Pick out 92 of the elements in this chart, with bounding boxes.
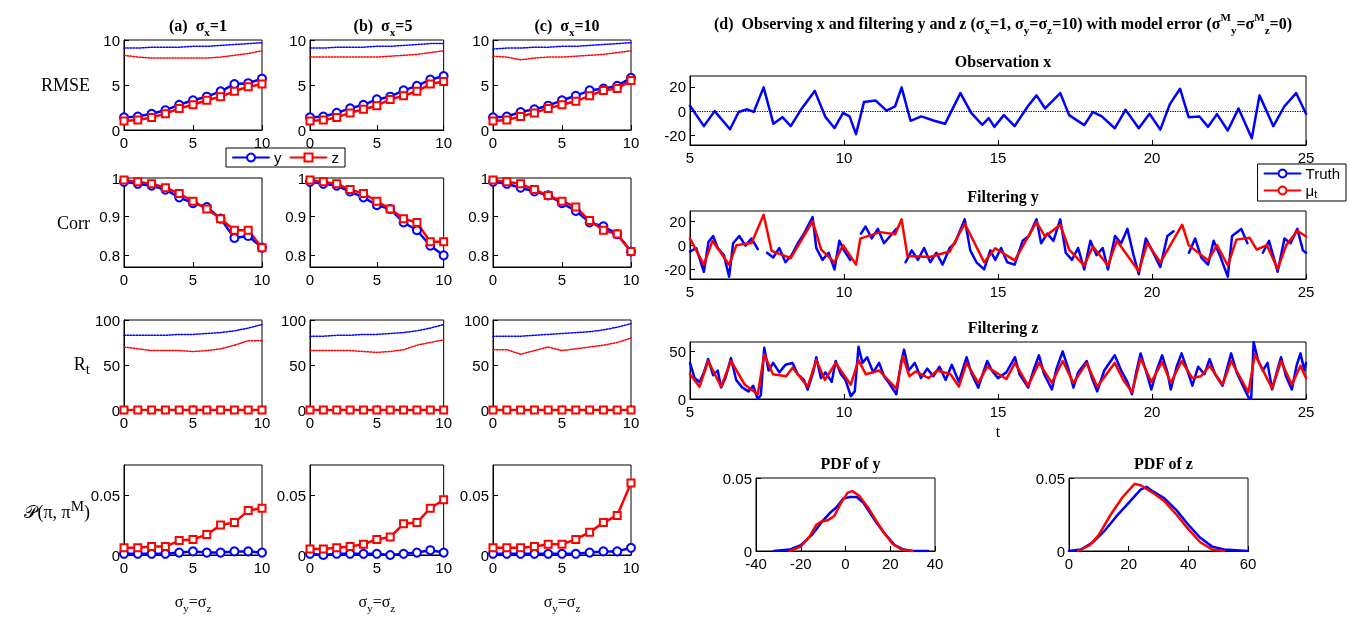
y-tick-label: 0.05 [276, 486, 306, 504]
x-tick-label: 5 [372, 414, 381, 431]
y-axis-title: R$_{t}$ [73, 353, 90, 379]
y-tick-label: 1 [111, 169, 120, 187]
x-tick-label: 20 [881, 555, 899, 572]
x-tick-label: 5 [372, 271, 381, 288]
legend-label: Truth [1305, 165, 1340, 182]
x-tick-label: 5 [188, 414, 198, 431]
y-tick-label: 0 [297, 121, 306, 139]
x-tick-label: 10 [835, 149, 853, 166]
y-tick-label: 10 [472, 31, 489, 49]
legend-label: μt [1305, 182, 1318, 200]
y-tick-label: 10 [103, 31, 120, 49]
x-tick-label: 25 [1297, 283, 1315, 300]
x-tick-label: 20 [1143, 149, 1161, 166]
x-tick-label: 10 [253, 134, 271, 151]
y-tick-label: 0 [677, 390, 686, 408]
x-tick-label: 10 [253, 414, 271, 431]
x-tick-label: 10 [835, 403, 853, 420]
y-tick-label: 50 [289, 356, 306, 374]
y-tick-label: 0 [677, 102, 686, 120]
y-tick-label: 0.9 [468, 208, 489, 226]
x-tick-label: 10 [435, 414, 452, 431]
y-tick-label: 0.05 [459, 486, 489, 504]
y-tick-label: 0.8 [99, 246, 120, 264]
legend-label: z [331, 149, 339, 166]
y-tick-label: 50 [669, 343, 686, 360]
x-tick-label: 5 [372, 559, 381, 576]
x-tick-label: 0 [841, 555, 850, 572]
y-tick-label: 1 [297, 169, 306, 187]
x-tick-label: 10 [253, 559, 271, 576]
x-tick-label: 20 [1143, 403, 1161, 420]
x-tick-label: 5 [557, 271, 567, 288]
x-tick-label: 40 [1179, 555, 1197, 572]
x-tick-label: 15 [989, 403, 1007, 420]
y-axis-title: RMSE [40, 74, 90, 96]
chart-title: Filtering y [967, 187, 1039, 206]
y-tick-label: 0.9 [99, 208, 120, 226]
y-tick-label: 20 [669, 78, 686, 96]
x-tick-label: 15 [989, 283, 1007, 300]
x-tick-label: 15 [989, 149, 1007, 166]
chart-title: PDF of z [1134, 454, 1193, 472]
x-tick-label: 5 [372, 134, 381, 151]
x-tick-label: 10 [622, 559, 640, 576]
x-tick-label: 20 [1120, 555, 1138, 572]
y-axis-title: Corr [57, 212, 90, 233]
y-tick-label: 0.8 [285, 246, 306, 264]
x-tick-label: 10 [835, 283, 853, 300]
y-tick-label: 0.05 [722, 469, 752, 487]
y-tick-label: 0.05 [90, 486, 120, 504]
x-tick-label: 10 [435, 271, 452, 288]
y-tick-label: 0.9 [285, 208, 306, 226]
y-tick-label: 20 [669, 213, 686, 231]
x-tick-label: 10 [435, 559, 452, 576]
y-tick-label: 100 [280, 311, 306, 329]
x-tick-label: 20 [1143, 283, 1161, 300]
x-axis-title: t [995, 422, 1001, 440]
y-tick-label: 0 [111, 121, 120, 139]
y-tick-label: 5 [480, 76, 489, 94]
y-tick-label: 10 [289, 31, 306, 49]
y-tick-label: 50 [103, 356, 120, 374]
y-tick-label: 0.8 [468, 246, 489, 264]
x-tick-label: 25 [1297, 403, 1315, 420]
y-tick-label: 5 [111, 76, 120, 94]
x-tick-label: -20 [789, 555, 812, 572]
x-tick-label: 5 [188, 271, 198, 288]
y-tick-label: 0 [480, 121, 489, 139]
y-tick-label: 50 [472, 356, 489, 374]
x-tick-label: 25 [1297, 149, 1315, 166]
x-tick-label: 10 [622, 414, 640, 431]
x-tick-label: 10 [622, 134, 640, 151]
x-tick-label: 10 [253, 271, 271, 288]
legend-label: y [274, 149, 282, 166]
y-tick-label: 0.05 [1035, 469, 1065, 487]
chart-subtitle: Observation x [954, 52, 1052, 70]
y-tick-label: 100 [94, 311, 120, 329]
x-tick-label: 5 [557, 414, 567, 431]
x-tick-label: 5 [188, 559, 198, 576]
x-tick-label: 5 [557, 134, 567, 151]
y-tick-label: 1 [480, 169, 489, 187]
chart-title: PDF of y [820, 454, 881, 473]
y-tick-label: 5 [297, 76, 306, 94]
x-tick-label: 10 [435, 134, 452, 151]
chart-title: Filtering z [967, 318, 1039, 337]
x-tick-label: 5 [557, 559, 567, 576]
x-tick-label: 10 [622, 271, 640, 288]
y-axis-title: 𝒫(π, π$^{M}$) [24, 497, 90, 523]
x-tick-label: 60 [1239, 555, 1257, 572]
x-tick-label: 5 [188, 134, 198, 151]
x-tick-label: 40 [926, 555, 944, 572]
y-tick-label: 0 [677, 237, 686, 255]
y-tick-label: 100 [463, 311, 489, 329]
